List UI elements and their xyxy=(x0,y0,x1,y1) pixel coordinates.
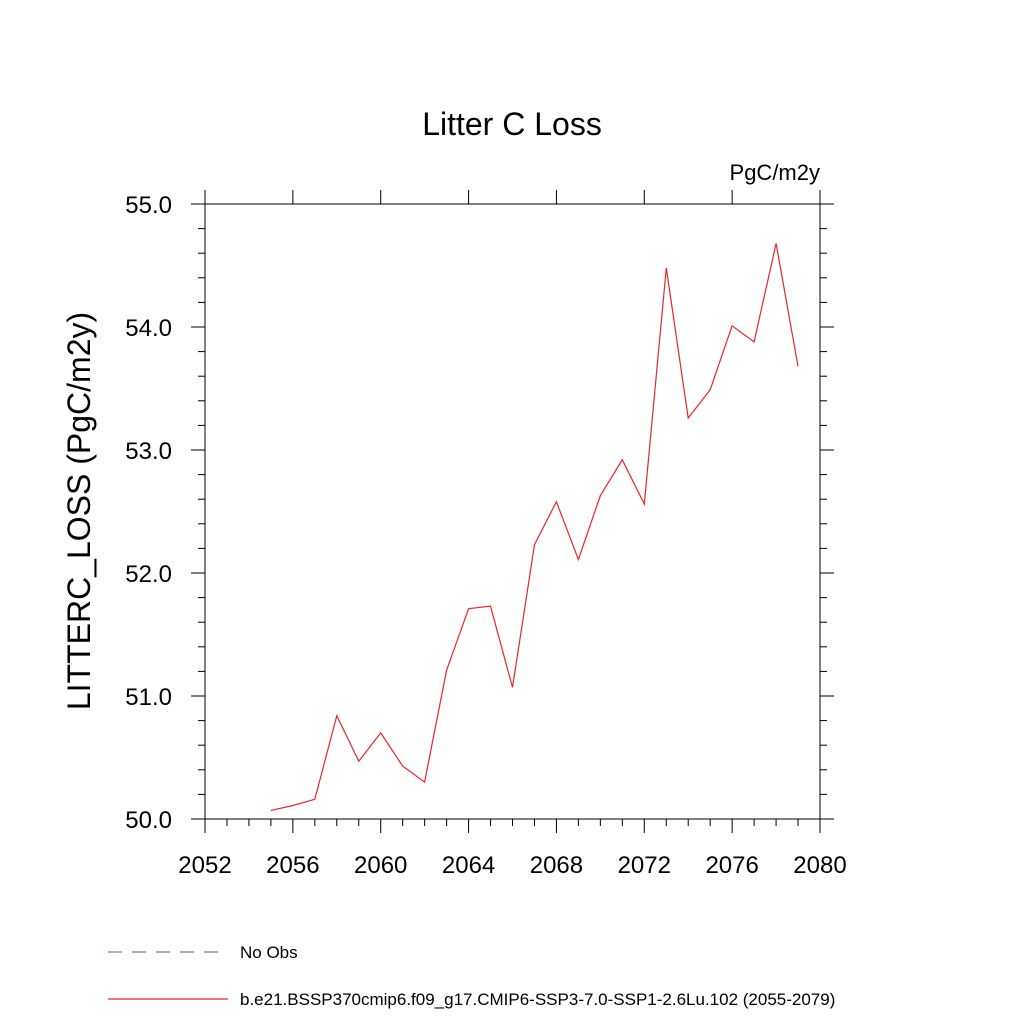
chart-title: Litter C Loss xyxy=(422,106,602,142)
y-tick-label: 52.0 xyxy=(125,561,172,588)
y-tick-label: 54.0 xyxy=(125,315,172,342)
plot-frame xyxy=(204,203,821,820)
axis-ticks xyxy=(191,190,834,833)
series-lines xyxy=(270,243,799,811)
series-line xyxy=(270,243,799,811)
units-label: PgC/m2y xyxy=(730,160,820,185)
y-axis-label: LITTERC_LOSS (PgC/m2y) xyxy=(61,312,97,710)
legend-label: No Obs xyxy=(240,943,298,962)
y-tick-label: 53.0 xyxy=(125,438,172,465)
x-tick-label: 2064 xyxy=(442,852,495,879)
y-tick-label: 55.0 xyxy=(125,192,172,219)
x-tick-label: 2056 xyxy=(266,852,319,879)
x-tick-label: 2072 xyxy=(618,852,671,879)
x-tick-label: 2060 xyxy=(354,852,407,879)
x-tick-label: 2076 xyxy=(705,852,758,879)
x-tick-label: 2052 xyxy=(178,852,231,879)
legend: No Obs b.e21.BSSP370cmip6.f09_g17.CMIP6-S… xyxy=(108,943,835,1009)
axis-tick-labels: 2052 2056 2060 2064 2068 2072 2076 2080 50.0 51.0… xyxy=(125,192,846,879)
y-tick-label: 51.0 xyxy=(125,684,172,711)
x-tick-label: 2068 xyxy=(530,852,583,879)
y-tick-label: 50.0 xyxy=(125,807,172,834)
legend-label: b.e21.BSSP370cmip6.f09_g17.CMIP6-SSP3-7.… xyxy=(240,990,835,1009)
x-tick-label: 2080 xyxy=(793,852,846,879)
